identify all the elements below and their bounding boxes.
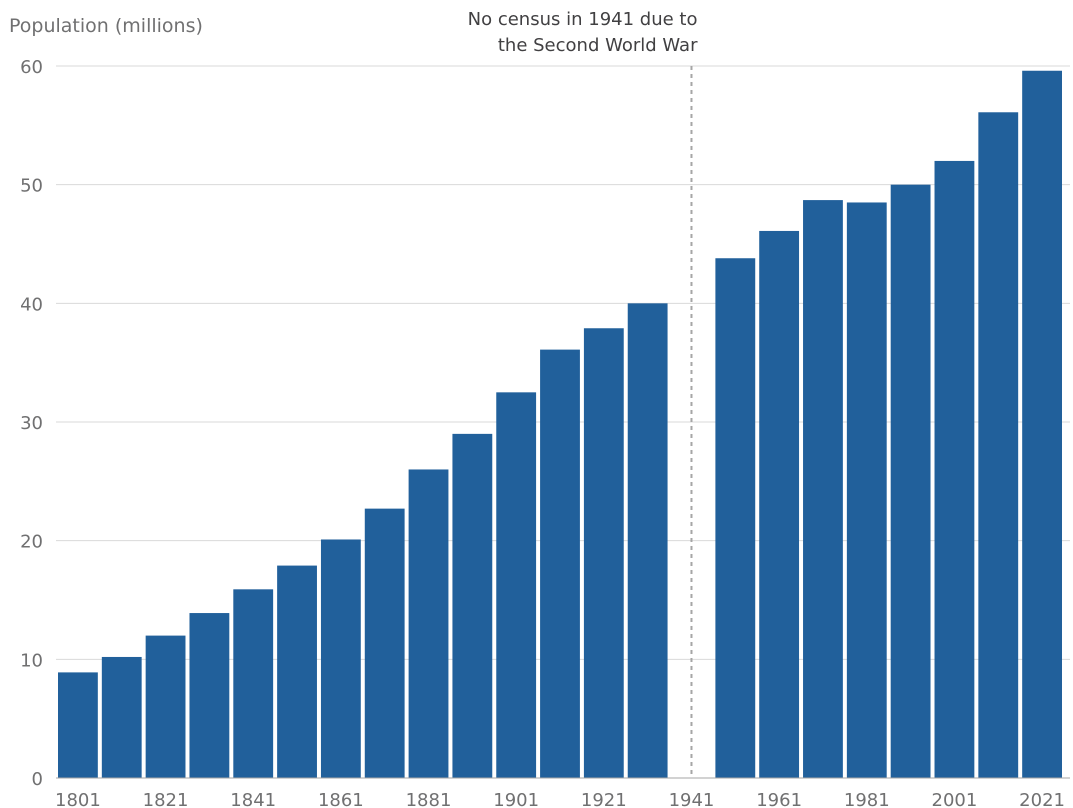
annotation-group: No census in 1941 due to the Second Worl… xyxy=(468,9,698,778)
bar-2011 xyxy=(978,112,1019,778)
bar-1951 xyxy=(715,258,756,778)
bar-1991 xyxy=(890,184,931,778)
y-tick-label: 50 xyxy=(20,176,43,197)
bar-1861 xyxy=(320,539,361,778)
bar-1841 xyxy=(233,589,274,778)
y-tick-label: 30 xyxy=(20,413,43,434)
x-tick-label: 1821 xyxy=(143,790,189,808)
x-tick-label: 1941 xyxy=(669,790,715,808)
y-tick-label: 20 xyxy=(20,532,43,553)
bar-1891 xyxy=(452,433,493,778)
x-tick-label: 1981 xyxy=(844,790,890,808)
x-tick-label: 1921 xyxy=(581,790,627,808)
bar-1871 xyxy=(364,508,405,778)
bar-1961 xyxy=(759,230,800,779)
x-tick-label: 2001 xyxy=(932,790,978,808)
bar-1821 xyxy=(145,635,186,778)
bar-1851 xyxy=(277,565,317,778)
x-tick-label: 1801 xyxy=(55,790,101,808)
bar-1911 xyxy=(540,349,580,778)
bar-1881 xyxy=(408,469,449,778)
x-tick-label: 1861 xyxy=(318,790,364,808)
y-tick-label: 40 xyxy=(20,294,43,315)
bar-1931 xyxy=(627,303,668,778)
bar-1981 xyxy=(846,202,887,778)
annotation-text-line-2: the Second World War xyxy=(498,35,698,56)
x-axis-ticks: 1801 1821 1841 1861 1881 1901 1921 1941 1961 1981… xyxy=(55,790,1065,808)
x-tick-label: 1961 xyxy=(756,790,802,808)
bar-2001 xyxy=(934,160,975,778)
x-tick-label: 2021 xyxy=(1019,790,1065,808)
y-tick-label: 60 xyxy=(20,57,43,78)
y-axis-ticks: 0 10 20 30 40 50 60 xyxy=(20,57,43,790)
bar-1921 xyxy=(583,328,624,778)
bars xyxy=(58,70,1062,779)
y-tick-label: 0 xyxy=(32,769,43,790)
bar-1831 xyxy=(189,613,230,778)
x-tick-label: 1881 xyxy=(406,790,452,808)
annotation-text-line-1: No census in 1941 due to xyxy=(468,9,698,30)
bar-1971 xyxy=(803,200,843,779)
x-tick-label: 1901 xyxy=(493,790,539,808)
bar-1811 xyxy=(101,656,142,778)
y-tick-label: 10 xyxy=(20,650,43,671)
bar-1801 xyxy=(58,672,98,778)
bar-2021 xyxy=(1022,70,1062,779)
y-axis-label: Population (millions) xyxy=(9,15,203,37)
x-tick-label: 1841 xyxy=(230,790,276,808)
bar-1901 xyxy=(496,392,537,778)
